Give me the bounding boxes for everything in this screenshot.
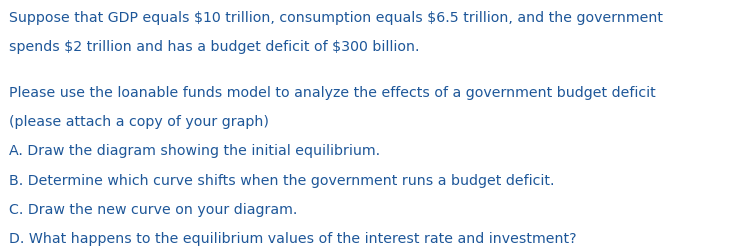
Text: (please attach a copy of your graph): (please attach a copy of your graph) (9, 115, 269, 129)
Text: Please use the loanable funds model to analyze the effects of a government budge: Please use the loanable funds model to a… (9, 86, 656, 100)
Text: D. What happens to the equilibrium values of the interest rate and investment?: D. What happens to the equilibrium value… (9, 232, 577, 246)
Text: spends $2 trillion and has a budget deficit of $300 billion.: spends $2 trillion and has a budget defi… (9, 40, 419, 54)
Text: C. Draw the new curve on your diagram.: C. Draw the new curve on your diagram. (9, 203, 297, 217)
Text: B. Determine which curve shifts when the government runs a budget deficit.: B. Determine which curve shifts when the… (9, 174, 554, 187)
Text: A. Draw the diagram showing the initial equilibrium.: A. Draw the diagram showing the initial … (9, 144, 380, 158)
Text: Suppose that GDP equals $10 trillion, consumption equals $6.5 trillion, and the : Suppose that GDP equals $10 trillion, co… (9, 11, 663, 25)
